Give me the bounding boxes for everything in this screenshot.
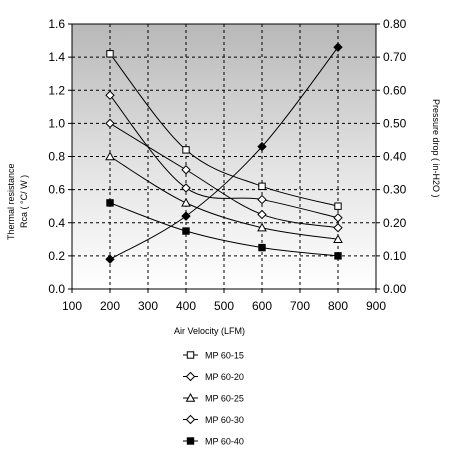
tick-label-right: 0.70 — [383, 50, 407, 64]
tick-label-right: 0.30 — [383, 183, 407, 197]
series-1-point — [182, 146, 190, 154]
tick-label-x: 600 — [252, 299, 272, 313]
tick-label-right: 0.10 — [383, 249, 407, 263]
series-2-point — [181, 183, 191, 193]
pressure-point — [257, 141, 267, 152]
pressure-point — [333, 42, 343, 52]
tick-label-x: 800 — [328, 299, 348, 313]
series-5-point — [258, 243, 266, 252]
pressure-point — [105, 254, 115, 264]
tick-label-x: 900 — [366, 299, 386, 313]
tick-label-right: 0.60 — [383, 83, 407, 97]
series-2-point — [333, 213, 343, 223]
tick-label-right: 0.80 — [383, 17, 407, 31]
tick-label-x: 200 — [100, 299, 120, 313]
series-4-point — [105, 118, 115, 129]
tick-label-x: 400 — [176, 299, 196, 313]
series-3-point — [181, 197, 191, 207]
series-line-2 — [109, 94, 339, 219]
tick-label-right: 0.50 — [383, 116, 407, 130]
right-tick-labels: 0.00 0.10 0.20 0.30 0.40 0.50 0.60 0.70 0.80 — [376, 17, 407, 296]
x-tick-labels: 100 200 300 400 500 600 700 800 900 — [62, 289, 386, 313]
series-1-point — [334, 202, 342, 210]
y-axis-label-left-line2: Rca ( °C/ W ) — [19, 175, 29, 228]
legend-label: MP 60-40 — [205, 437, 244, 447]
series-3-point — [257, 222, 267, 232]
series-lines — [109, 46, 339, 260]
series-4-point — [181, 165, 191, 175]
series-markers — [105, 42, 343, 264]
series-line-1 — [109, 53, 339, 207]
series-2-point — [257, 194, 267, 205]
legend-marker — [185, 414, 196, 425]
tick-label-x: 300 — [138, 299, 158, 313]
legend-label: MP 60-25 — [205, 394, 244, 404]
series-line-4 — [109, 122, 339, 229]
grid — [72, 24, 376, 289]
tick-label-left: 0.2 — [48, 249, 65, 263]
series-5-point — [182, 227, 190, 235]
tick-label-x: 700 — [290, 299, 310, 313]
y-axis-label-left-line1: Thermal resistance — [6, 163, 16, 240]
tick-label-x: 500 — [214, 299, 234, 313]
series-4-point — [257, 209, 267, 220]
legend-label: MP 60-20 — [205, 372, 244, 382]
tick-label-left: 1.4 — [48, 50, 65, 64]
left-tick-labels: 0.0 0.2 0.4 0.6 0.8 1.0 1.2 1.4 1.6 — [48, 17, 72, 296]
tick-label-left: 0.6 — [48, 183, 65, 197]
pressure-line — [109, 46, 339, 260]
tick-label-left: 1.0 — [48, 116, 65, 130]
series-5-point — [106, 199, 114, 207]
tick-label-right: 0.40 — [383, 150, 407, 164]
series-3-point — [105, 151, 115, 161]
y-axis-label-right: Pressure drop ( in-H2O ) — [431, 99, 441, 198]
legend-marker — [185, 392, 196, 402]
pressure-point — [181, 211, 191, 221]
legend-marker — [186, 351, 195, 359]
legend-label: MP 60-15 — [205, 351, 244, 361]
tick-label-x: 100 — [62, 299, 82, 313]
tick-label-left: 0.8 — [48, 150, 65, 164]
tick-label-right: 0.20 — [383, 216, 407, 230]
tick-label-left: 1.6 — [48, 17, 65, 31]
series-3-point — [333, 234, 343, 244]
series-5-point — [334, 252, 342, 260]
legend-marker — [186, 437, 195, 445]
series-line-3 — [109, 156, 339, 240]
legend-label: MP 60-30 — [205, 415, 244, 425]
series-2-point — [105, 90, 115, 100]
series-1-point — [258, 182, 266, 191]
legend-marker — [185, 371, 196, 382]
series-line-5 — [109, 202, 339, 257]
tick-label-left: 1.2 — [48, 83, 65, 97]
series-4-point — [333, 223, 343, 233]
legend: MP 60-15 MP 60-20 MP 60-25 MP 60-30 MP 60-40 — [183, 351, 244, 447]
x-axis-label: Air Velocity (LFM) — [174, 326, 245, 336]
tick-label-left: 0.0 — [48, 282, 65, 296]
series-1-point — [106, 50, 114, 58]
tick-label-right: 0.00 — [383, 282, 407, 296]
tick-label-left: 0.4 — [48, 216, 65, 230]
